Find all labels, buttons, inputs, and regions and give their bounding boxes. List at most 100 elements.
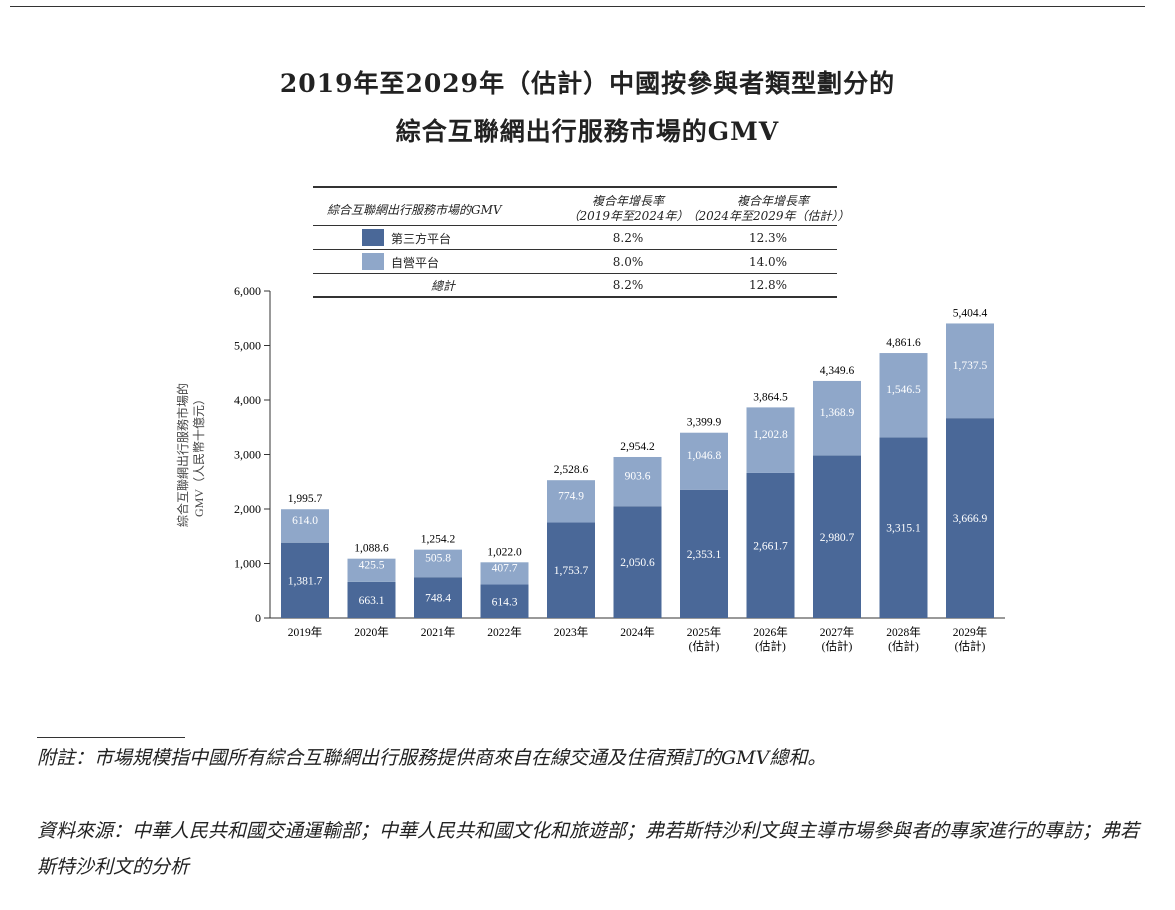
- legend-label: 第三方平台: [391, 232, 452, 246]
- total-label: 4,349.6: [820, 365, 855, 377]
- total-label: 5,404.4: [953, 307, 988, 319]
- data-label: 1,368.9: [820, 407, 855, 419]
- y-tick-label: 6,000: [234, 284, 261, 298]
- y-tick-label: 3,000: [234, 448, 261, 462]
- bar-segment: [879, 437, 928, 618]
- data-label: 903.6: [625, 471, 651, 483]
- bar-segment: [547, 480, 595, 523]
- x-tick-label: 2029年: [953, 625, 988, 639]
- data-label: 1,753.7: [554, 565, 589, 577]
- col2-period: （2024年至2029年（估計））: [686, 209, 850, 223]
- data-label: 1,046.8: [687, 450, 722, 462]
- x-tick-label: 2028年: [886, 625, 921, 639]
- y-axis-label: 綜合互聯網出行服務市場的: [175, 383, 190, 527]
- bar-segment: [613, 506, 662, 618]
- x-tick-label: 2023年: [554, 625, 589, 639]
- total-label: 2,954.2: [620, 441, 655, 453]
- data-label: 3,315.1: [886, 523, 921, 535]
- data-label: 1,381.7: [288, 575, 323, 587]
- x-tick-label: (估計): [689, 639, 720, 653]
- legend-label: 自營平台: [391, 256, 440, 270]
- y-tick-label: 4,000: [234, 393, 261, 407]
- bar-segment: [281, 509, 329, 543]
- x-tick-label: (估計): [888, 639, 919, 653]
- bar-segment: [680, 489, 728, 618]
- data-label: 407.7: [492, 562, 518, 574]
- x-tick-label: 2026年: [753, 625, 788, 639]
- legend-swatch-third-party: [362, 229, 384, 246]
- total-label: 1,022.0: [487, 546, 522, 558]
- col1-period: （2019年至2024年）: [567, 209, 689, 223]
- x-tick-label: 2020年: [354, 625, 389, 639]
- data-label: 3,666.9: [953, 513, 988, 525]
- data-label: 614.3: [492, 596, 518, 608]
- x-tick-label: 2025年: [687, 625, 722, 639]
- bar-segment: [813, 380, 861, 456]
- data-label: 663.1: [359, 595, 385, 607]
- bar-segment: [746, 407, 795, 473]
- data-label: 748.4: [425, 593, 451, 605]
- footnote: 附註：市場規模指中國所有綜合互聯網出行服務提供商來自在線交通及住宿預訂的GMV總…: [37, 747, 827, 769]
- x-tick-label: 2022年: [487, 625, 522, 639]
- col1-header: 複合年增長率: [591, 194, 664, 208]
- cagr-table: 綜合互聯網出行服務市場的GMV 複合年增長率 （2019年至2024年） 複合年…: [313, 186, 850, 298]
- cagr-value: 8.2%: [612, 231, 644, 245]
- x-tick-label: 2019年: [288, 625, 323, 639]
- cagr-value: 8.0%: [612, 255, 644, 269]
- x-tick-label: (估計): [955, 639, 986, 653]
- bar-segment: [746, 472, 795, 618]
- data-label: 2,980.7: [820, 532, 855, 544]
- data-label: 2,353.1: [687, 549, 722, 561]
- data-label: 1,546.5: [886, 384, 921, 396]
- bar-segment: [946, 418, 994, 618]
- bar-segment: [879, 353, 928, 438]
- total-label: 3,864.5: [753, 391, 788, 403]
- data-label: 425.5: [359, 559, 385, 571]
- total-label: 總計: [430, 279, 455, 293]
- bar-segment: [547, 522, 595, 618]
- stacked-bar-chart: 綜合互聯網出行服務市場的 GMV（人民幣十億元） 0 1,000 2,000 3,00…: [175, 284, 1005, 653]
- total-label: 1,254.2: [421, 534, 456, 546]
- footnote-rule: [37, 737, 185, 738]
- bar-segment: [414, 577, 462, 618]
- data-label: 2,661.7: [753, 540, 788, 552]
- x-tick-label: 2027年: [820, 625, 855, 639]
- bar-segment: [680, 432, 728, 490]
- bar-segment: [347, 558, 396, 582]
- y-tick-label: 0: [255, 611, 261, 625]
- total-label: 1,995.7: [288, 493, 323, 505]
- col2-header: 複合年增長率: [736, 194, 809, 208]
- chart-title-line2: 綜合互聯網出行服務市場的GMV: [395, 117, 780, 146]
- data-label: 614.0: [292, 515, 318, 527]
- bar-segment: [480, 562, 529, 585]
- chart-title-line1: 2019年至2029年（估計）中國按參與者類型劃分的: [279, 69, 896, 98]
- cagr-value: 8.2%: [612, 278, 644, 292]
- total-label: 2,528.6: [554, 464, 589, 476]
- table-header: 綜合互聯網出行服務市場的GMV: [327, 203, 502, 217]
- x-tick-label: (估計): [822, 639, 853, 653]
- bar-segment: [281, 542, 329, 618]
- data-label: 774.9: [558, 490, 584, 502]
- x-tick-label: 2021年: [421, 625, 456, 639]
- y-tick-label: 1,000: [234, 557, 261, 571]
- total-label: 1,088.6: [354, 543, 389, 555]
- data-label: 1,202.8: [753, 429, 788, 441]
- y-tick-label: 2,000: [234, 502, 261, 516]
- total-label: 3,399.9: [687, 417, 722, 429]
- source-note: 資料來源：中華人民共和國交通運輸部；中華人民共和國文化和旅遊部；弗若斯特沙利文與…: [37, 820, 1140, 878]
- y-axis-label: GMV（人民幣十億元）: [192, 393, 206, 517]
- total-label: 4,861.6: [886, 337, 921, 349]
- data-label: 505.8: [425, 552, 451, 564]
- x-tick-label: (估計): [755, 639, 786, 653]
- bar-segment: [613, 456, 662, 507]
- data-label: 2,050.6: [620, 557, 655, 569]
- bar-segment: [946, 323, 994, 419]
- bar-segment: [813, 455, 861, 618]
- bar-segment: [480, 584, 529, 618]
- x-tick-label: 2024年: [620, 625, 655, 639]
- legend-swatch-self-operated: [362, 253, 384, 270]
- y-tick-label: 5,000: [234, 339, 261, 353]
- top-rule: [10, 6, 1145, 7]
- cagr-value: 12.3%: [748, 231, 788, 245]
- cagr-value: 12.8%: [748, 278, 788, 292]
